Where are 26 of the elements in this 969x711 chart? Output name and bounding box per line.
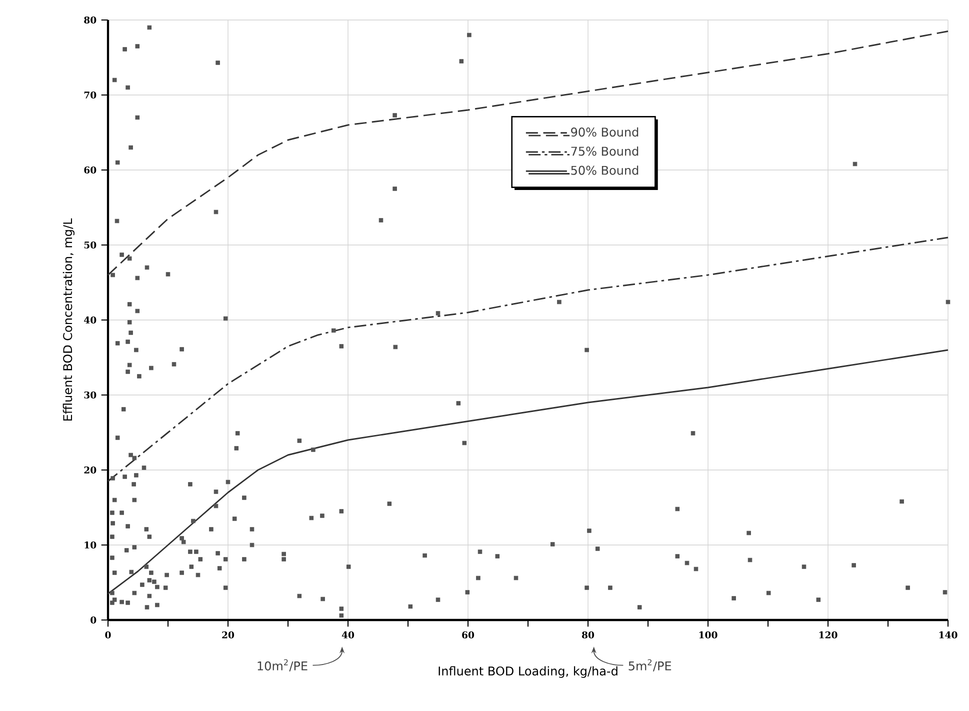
y-tick-label: 10 [84, 541, 96, 549]
y-tick-label: 20 [84, 466, 96, 474]
legend-label: 75% Bound [571, 146, 638, 156]
x-tick-label: 80 [582, 631, 594, 638]
x-tick-label: 60 [462, 631, 474, 638]
x-tick-label: 40 [342, 631, 354, 638]
y-tick-label: 40 [84, 316, 96, 324]
x-tick-label: 140 [939, 631, 958, 638]
x-tick-label: 120 [819, 631, 838, 638]
legend-label: 50% Bound [571, 166, 638, 175]
text: 10m$^{2}$/PE [258, 659, 308, 672]
y-axis-title: Effluent BOD Concentration, mg/L [62, 218, 74, 421]
y-tick-label: 50 [84, 241, 96, 249]
y-tick-label: 80 [84, 16, 96, 24]
y-tick-label: 0 [90, 616, 96, 624]
line-series [107, 349, 949, 594]
x-axis-title: Influent BOD Loading, kg/ha-d [438, 666, 618, 678]
x-tick-label: 0 [105, 631, 111, 638]
y-tick-label: 70 [84, 91, 96, 99]
line-series [107, 236, 949, 482]
text: 5m$^{2}$/PE [628, 659, 672, 672]
y-tick-label: 30 [84, 391, 96, 399]
x-tick-label: 20 [222, 631, 234, 638]
y-tick-label: 60 [84, 166, 96, 174]
x-tick-label: 100 [699, 631, 718, 638]
legend-label: 90% Bound [571, 127, 638, 137]
